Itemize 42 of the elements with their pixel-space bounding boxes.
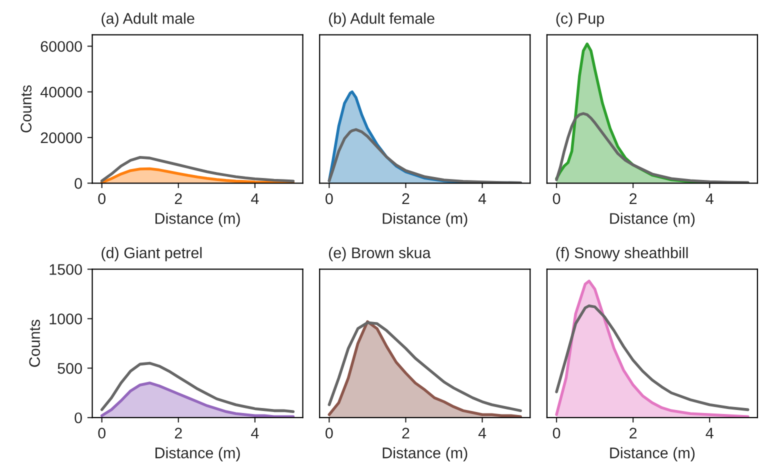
y-axis-title: Counts	[20, 85, 32, 132]
line-series	[100, 362, 295, 414]
line-series	[100, 156, 295, 183]
x-tick-label: 0	[98, 428, 106, 439]
x-tick-label: 2	[174, 193, 182, 204]
x-axis-title: Distance (m)	[155, 212, 240, 227]
chart-title: (c) Pup	[556, 12, 604, 27]
y-tick-label: 1500	[50, 264, 82, 275]
x-tick-label: 4	[478, 428, 486, 438]
y-tick-label: 40000	[40, 86, 82, 98]
chart-title: (e) Brown skua	[328, 247, 431, 262]
x-tick-label: 2	[630, 193, 637, 204]
x-axis-title: Distance (m)	[382, 447, 468, 462]
x-axis-title: Distance (m)	[382, 212, 468, 227]
x-tick-label: 4	[706, 428, 714, 438]
x-tick-label: 4	[706, 193, 714, 204]
y-tick-label: 0	[74, 412, 82, 424]
x-tick-label: 2	[630, 428, 637, 438]
x-tick-label: 0	[326, 428, 333, 439]
x-tick-label: 2	[174, 428, 182, 438]
x-tick-label: 4	[251, 193, 259, 204]
x-tick-label: 0	[552, 193, 560, 204]
x-tick-label: 2	[402, 193, 410, 204]
y-tick-label: 60000	[40, 41, 82, 52]
chart-title: (d) Giant petrel	[102, 247, 202, 262]
chart-title: (a) Adult male	[102, 12, 194, 27]
chart-title: (b) Adult female	[328, 12, 434, 27]
y-tick-label: 20000	[40, 132, 82, 144]
x-axis-title: Distance (m)	[610, 447, 695, 462]
x-tick-label: 0	[98, 193, 106, 204]
y-tick-label: 500	[58, 363, 82, 374]
y-axis-title: Counts	[29, 320, 40, 367]
x-tick-label: 2	[402, 428, 410, 438]
x-tick-label: 0	[552, 428, 560, 439]
x-tick-label: 4	[478, 193, 486, 204]
y-tick-label: 1000	[50, 314, 82, 324]
chart-title: (f) Snowy sheathbill	[556, 247, 688, 262]
x-axis-title: Distance (m)	[610, 212, 695, 227]
x-axis-title: Distance (m)	[155, 447, 240, 462]
x-tick-label: 4	[251, 428, 259, 438]
x-tick-label: 0	[326, 193, 333, 204]
y-tick-label: 0	[74, 178, 82, 189]
